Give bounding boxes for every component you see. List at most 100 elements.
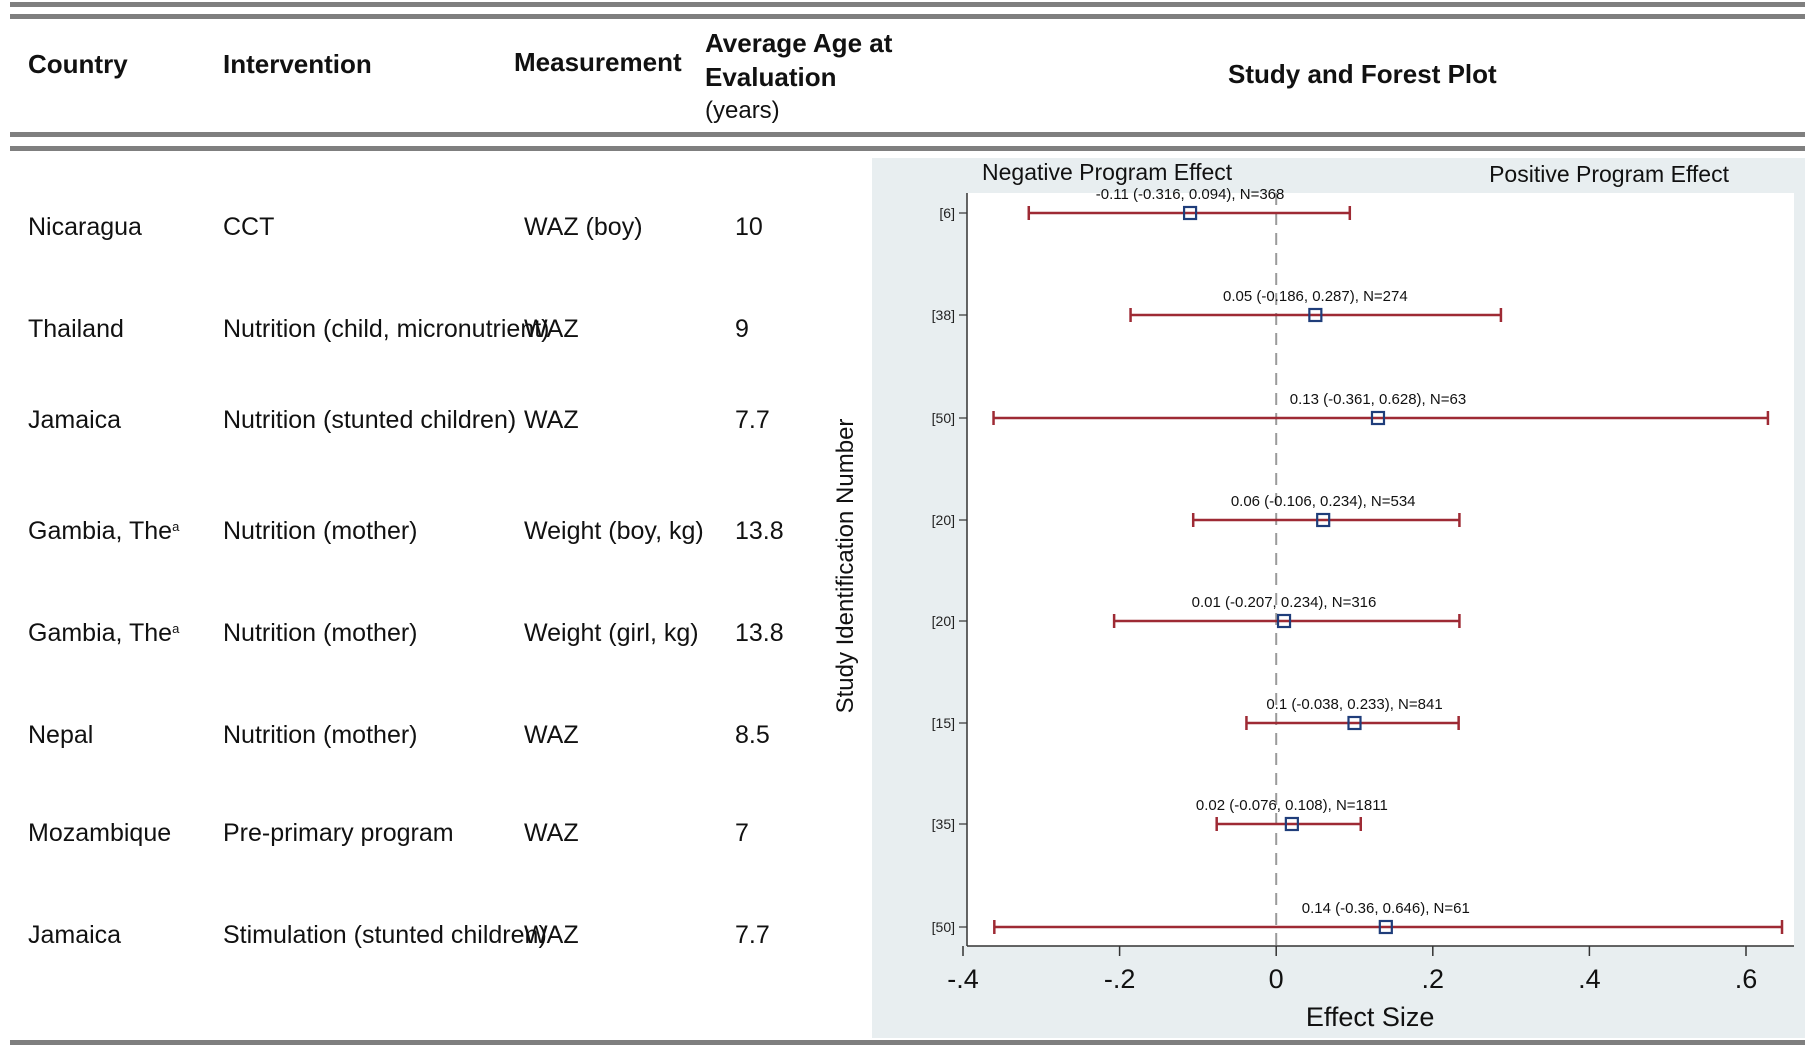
cell-age: 10 [735,212,763,242]
cell-age-text: 13.8 [735,517,784,545]
estimate-marker [1378,919,1393,935]
footnote-marker: a [172,621,180,636]
header-measurement: Measurement [514,47,682,77]
cell-intervention-text: Nutrition (mother) [223,517,418,545]
cell-age-text: 7.7 [735,406,770,434]
cell-intervention: CCT [223,212,274,242]
cell-intervention-text: Nutrition (child, micronutrient) [223,315,550,343]
estimate-marker [1347,715,1362,731]
cell-measurement-text: Weight (girl, kg) [524,619,699,647]
cell-measurement: WAZ [524,818,579,848]
y-axis-title: Study Identification Number [832,418,859,714]
cell-age: 7.7 [735,405,770,435]
cell-country-text: Nicaragua [28,213,142,241]
cell-measurement-text: Weight (boy, kg) [524,517,704,545]
cell-measurement: WAZ [524,920,579,950]
x-tick-label: 0 [1269,964,1284,994]
cell-measurement: WAZ [524,405,579,435]
cell-intervention: Pre-primary program [223,818,454,848]
estimate-marker [1316,512,1331,528]
cell-country-text: Mozambique [28,819,172,847]
cell-country: Jamaica [28,920,121,950]
header-rule-second [10,146,1805,151]
cell-measurement: WAZ (boy) [524,212,643,242]
cell-country: Nepal [28,720,93,750]
plot-area [967,193,1794,946]
cell-age: 13.8 [735,618,784,648]
header-intervention: Intervention [223,49,372,79]
cell-age: 9 [735,314,749,344]
cell-age-text: 7 [735,819,749,847]
cell-age: 7.7 [735,920,770,950]
cell-country-text: Jamaica [28,406,122,434]
study-id-label: [15] [932,715,955,731]
cell-age: 13.8 [735,516,784,546]
study-id-label: [6] [939,205,955,221]
header-plot: Study and Forest Plot [1228,59,1497,89]
cell-age-text: 10 [735,213,763,241]
cell-country-text: Jamaica [28,921,122,949]
study-value-label: 0.01 (-0.207, 0.234), N=316 [1192,594,1377,611]
cell-intervention: Nutrition (mother) [223,618,418,648]
cell-intervention: Nutrition (mother) [223,516,418,546]
cell-country-text: Nepal [28,721,94,749]
estimate-marker [1182,205,1198,221]
cell-measurement-text: WAZ [524,921,579,949]
cell-age: 8.5 [735,720,770,750]
cell-country-text: Gambia, The [28,517,173,545]
cell-country-text: Thailand [28,315,124,343]
cell-intervention-text: CCT [223,213,275,241]
cell-measurement-text: WAZ [524,406,579,434]
cell-intervention-text: Stimulation (stunted children) [223,921,547,949]
x-tick-label: .6 [1735,964,1758,994]
cell-intervention-text: Pre-primary program [223,819,454,847]
bottom-rule [10,1040,1805,1045]
cell-age: 7 [735,818,749,848]
cell-measurement-text: WAZ [524,721,579,749]
cell-country: Gambia, Thea [28,516,179,546]
forest-plot: -.4 -.2 0 .2 .4 .6 Effect Size Negative Program… [932,159,1794,1032]
estimate-marker [1276,613,1292,629]
cell-measurement-text: WAZ [524,315,579,343]
header-rule [10,132,1805,137]
study-value-label: 0.13 (-0.361, 0.628), N=63 [1290,391,1466,408]
cell-intervention-text: Nutrition (mother) [223,619,418,647]
cell-intervention-text: Nutrition (mother) [223,721,418,749]
cell-measurement-text: WAZ (boy) [524,213,643,241]
study-id-label: [50] [932,919,955,935]
x-tick-label: .4 [1578,964,1601,994]
cell-age-text: 9 [735,315,749,343]
estimate-marker [1308,307,1323,323]
x-tick-label: -.4 [947,964,979,994]
study-value-label: -0.11 (-0.316, 0.094), N=368 [1096,186,1285,203]
cell-country: Mozambique [28,818,171,848]
cell-measurement-text: WAZ [524,819,579,847]
cell-intervention: Nutrition (child, micronutrient) [223,314,550,344]
cell-country: Gambia, Thea [28,618,179,648]
cell-age-text: 8.5 [735,721,770,749]
x-axis-title: Effect Size [1306,1002,1435,1032]
estimate-marker [1370,410,1386,426]
study-value-label: 0.05 (-0.186, 0.287), N=274 [1223,288,1408,305]
x-tick-label: .2 [1422,964,1445,994]
header-country: Country [28,49,128,79]
positive-effect-annotation: Positive Program Effect [1489,161,1730,187]
cell-measurement: WAZ [524,720,579,750]
top-rule [10,2,1805,7]
cell-measurement: Weight (boy, kg) [524,516,704,546]
study-value-label: 0.14 (-0.36, 0.646), N=61 [1302,900,1470,917]
cell-age-text: 7.7 [735,921,770,949]
footnote-marker: a [172,519,180,534]
cell-intervention: Nutrition (mother) [223,720,418,750]
header-age: Average Age at Evaluation (years) [705,26,892,128]
cell-intervention: Nutrition (stunted children) [223,405,516,435]
cell-country: Jamaica [28,405,121,435]
negative-effect-annotation: Negative Program Effect [982,159,1233,185]
study-value-label: 0.1 (-0.038, 0.233), N=841 [1266,696,1442,713]
study-value-label: 0.06 (-0.106, 0.234), N=534 [1231,493,1416,510]
study-id-label: [20] [932,613,955,629]
x-tick-label: -.2 [1104,964,1136,994]
estimate-marker [1284,816,1299,832]
header-age-line1: Average Age at [705,28,893,58]
cell-measurement: WAZ [524,314,579,344]
